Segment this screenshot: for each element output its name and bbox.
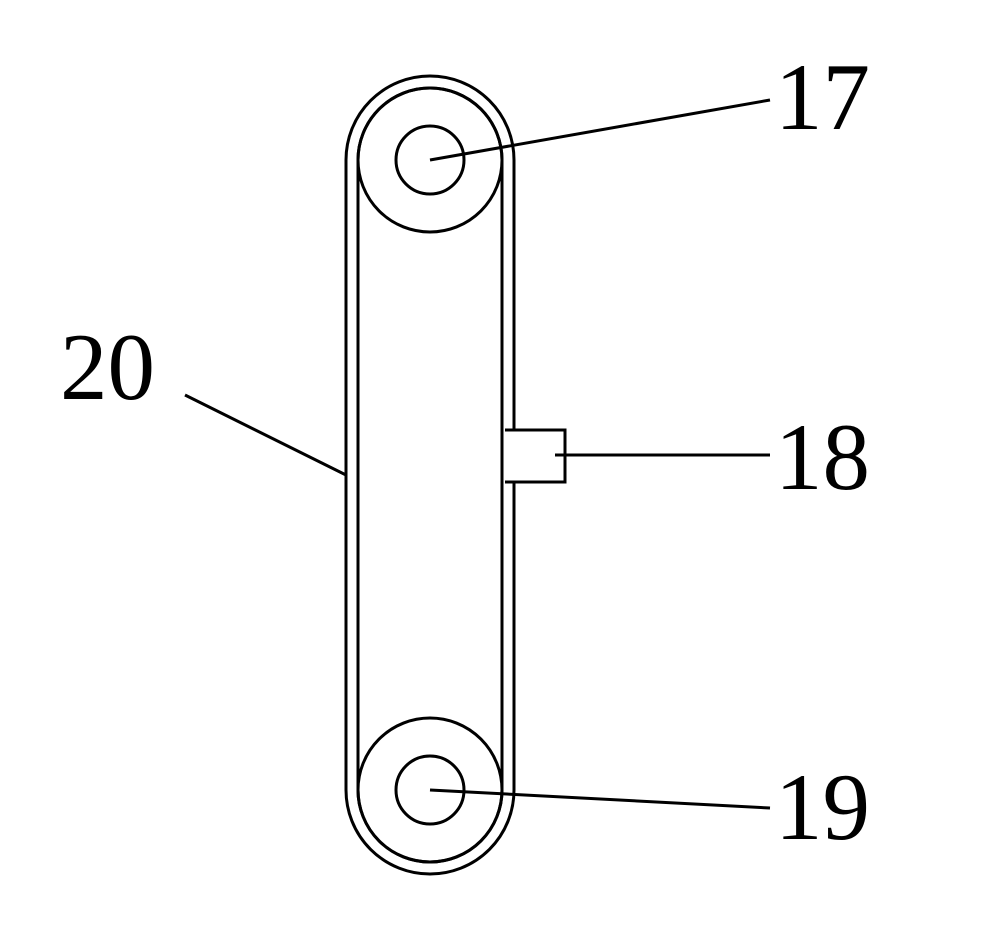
label-17: 17	[775, 50, 870, 145]
label-20: 20	[60, 320, 155, 415]
label-19: 19	[775, 760, 870, 855]
label-18: 18	[775, 410, 870, 505]
diagram-stage: 17 18 19 20	[0, 0, 1000, 941]
